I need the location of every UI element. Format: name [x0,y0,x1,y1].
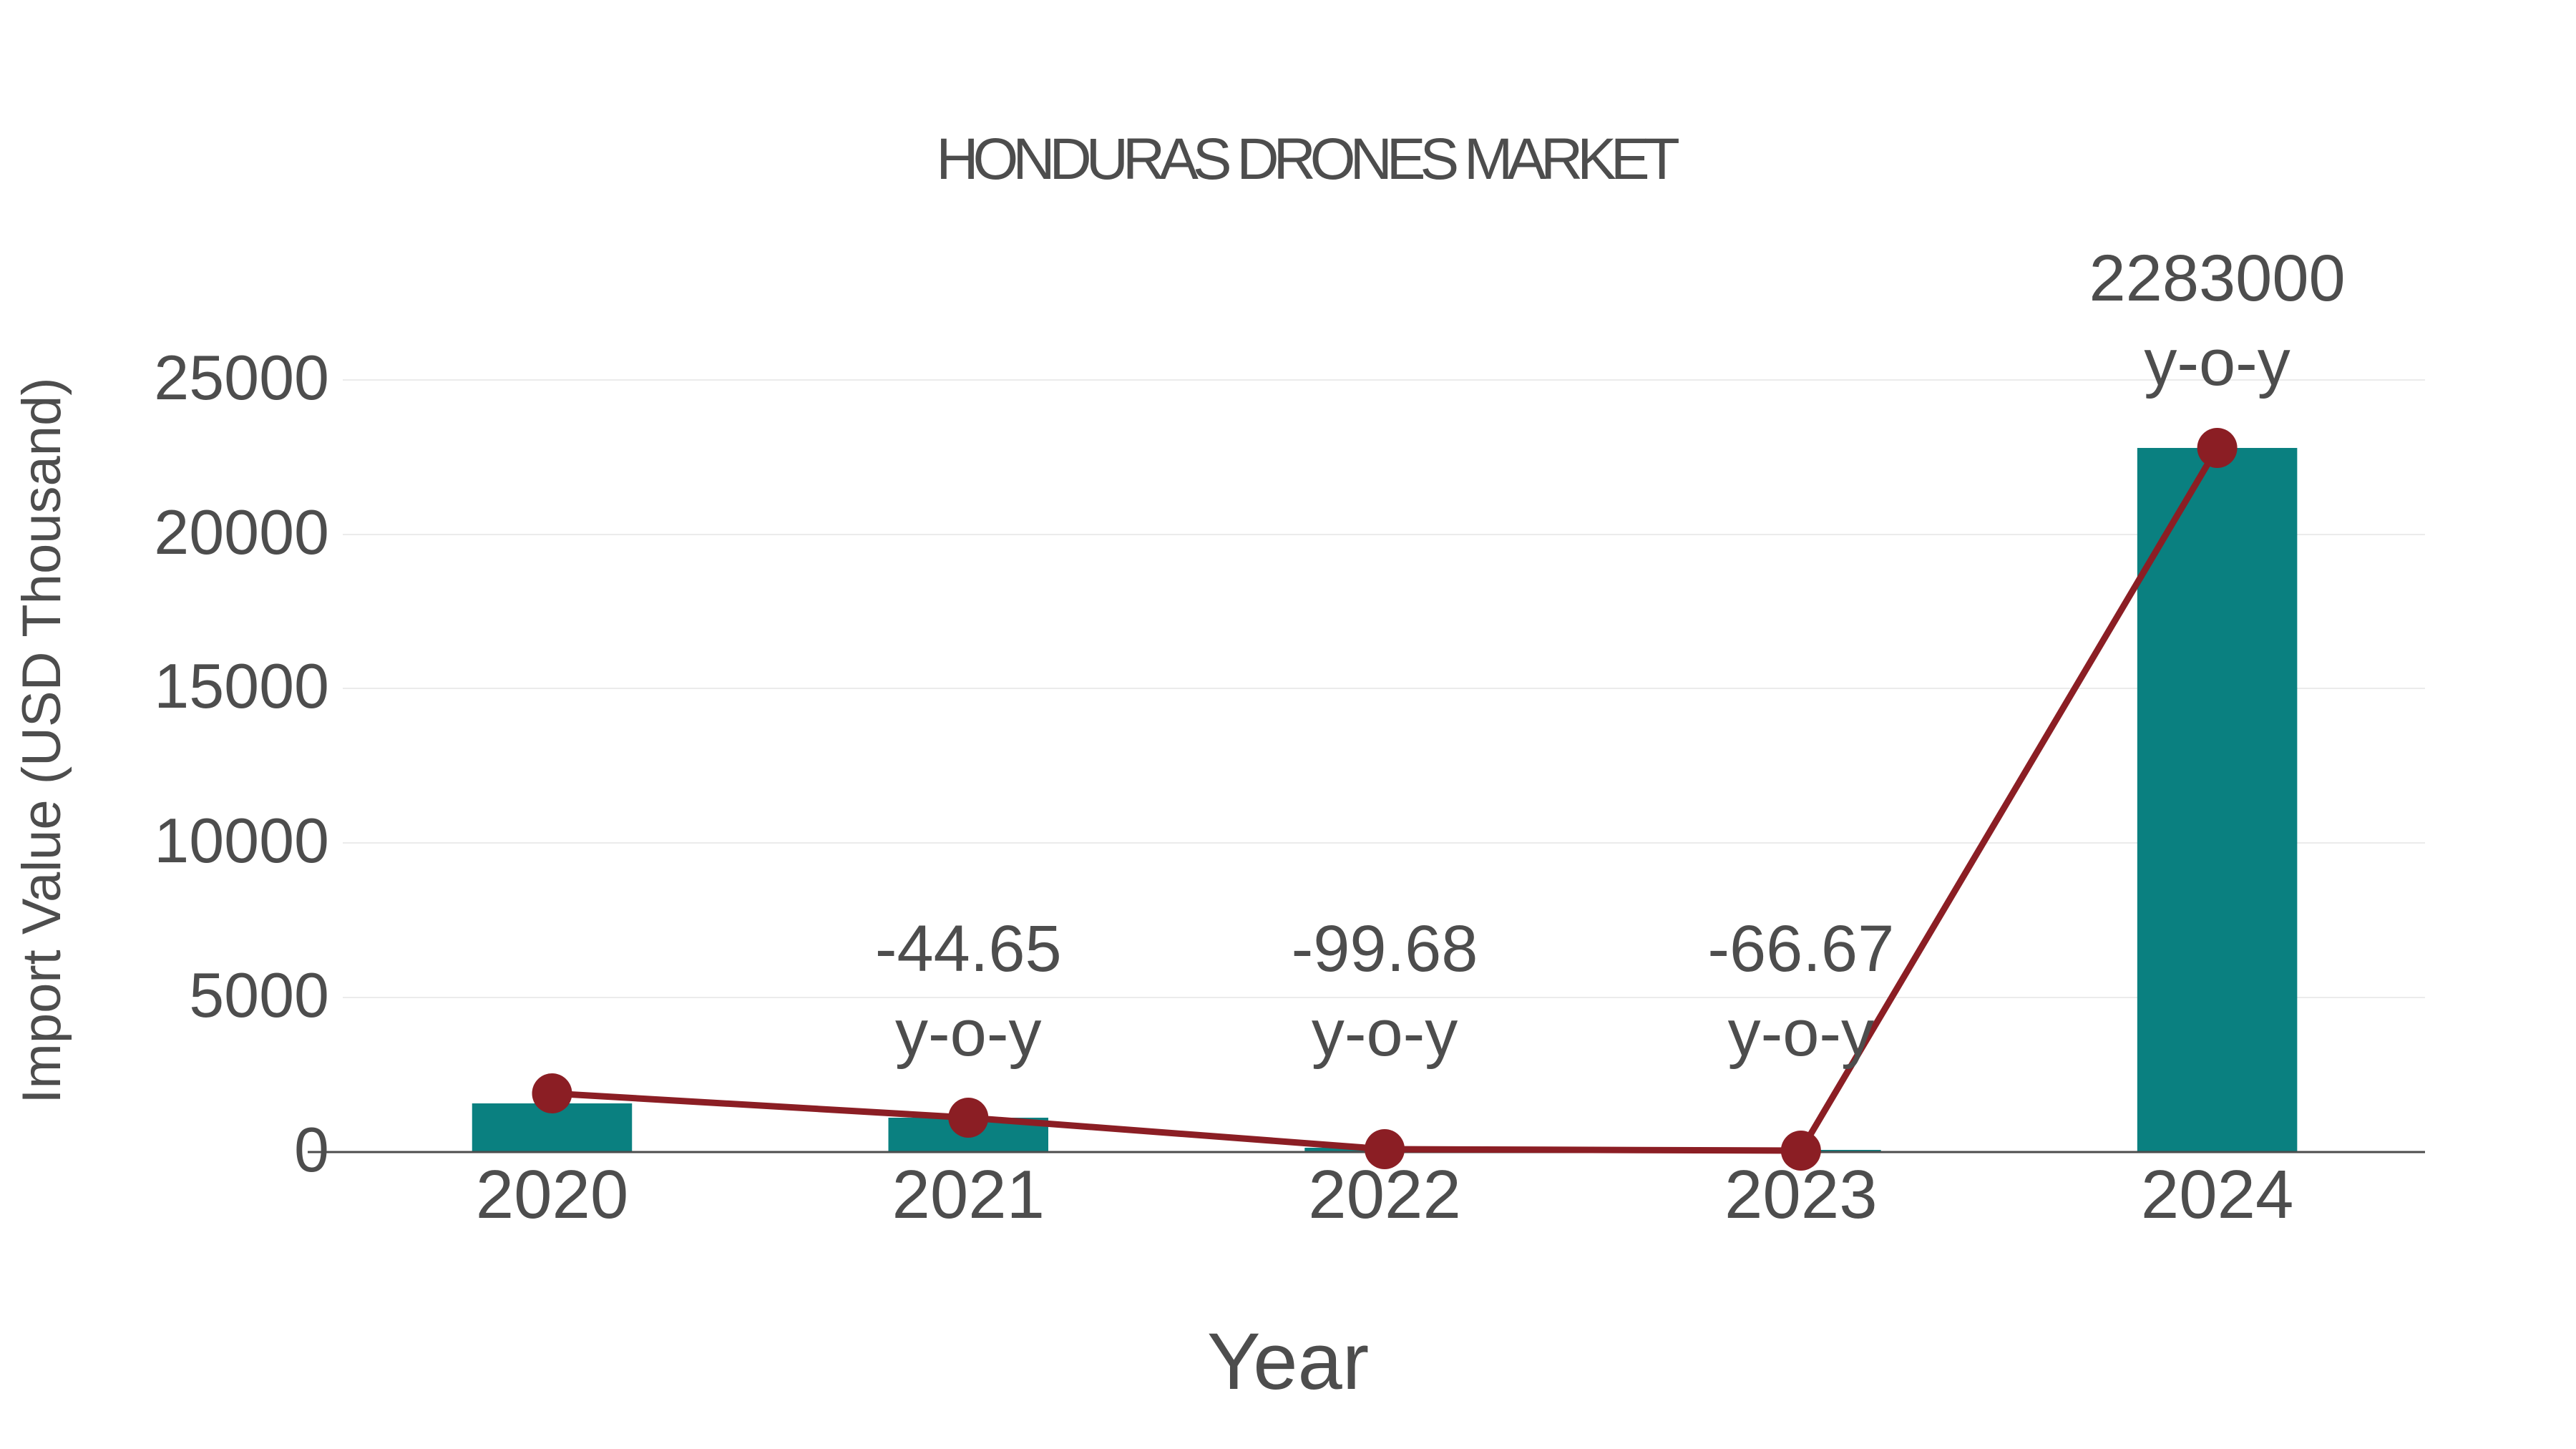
svg-text:25000: 25000 [154,342,329,413]
svg-text:5000: 5000 [189,960,329,1030]
svg-text:-99.68: -99.68 [1292,912,1478,985]
svg-text:2024: 2024 [2141,1156,2294,1233]
svg-text:2020: 2020 [476,1156,629,1233]
svg-text:10000: 10000 [154,805,329,876]
svg-text:-44.65: -44.65 [875,912,1062,985]
svg-text:15000: 15000 [154,650,329,721]
svg-text:-66.67: -66.67 [1707,912,1894,985]
svg-text:y-o-y: y-o-y [1728,997,1874,1070]
svg-text:y-o-y: y-o-y [1312,997,1458,1070]
svg-text:2023: 2023 [1724,1156,1878,1233]
svg-text:20000: 20000 [154,497,329,567]
svg-text:y-o-y: y-o-y [2144,326,2290,399]
svg-text:2022: 2022 [1308,1156,1461,1233]
svg-text:2283000: 2283000 [2089,242,2346,315]
svg-text:y-o-y: y-o-y [895,997,1041,1070]
svg-text:0: 0 [294,1114,329,1185]
svg-text:2021: 2021 [892,1156,1045,1233]
